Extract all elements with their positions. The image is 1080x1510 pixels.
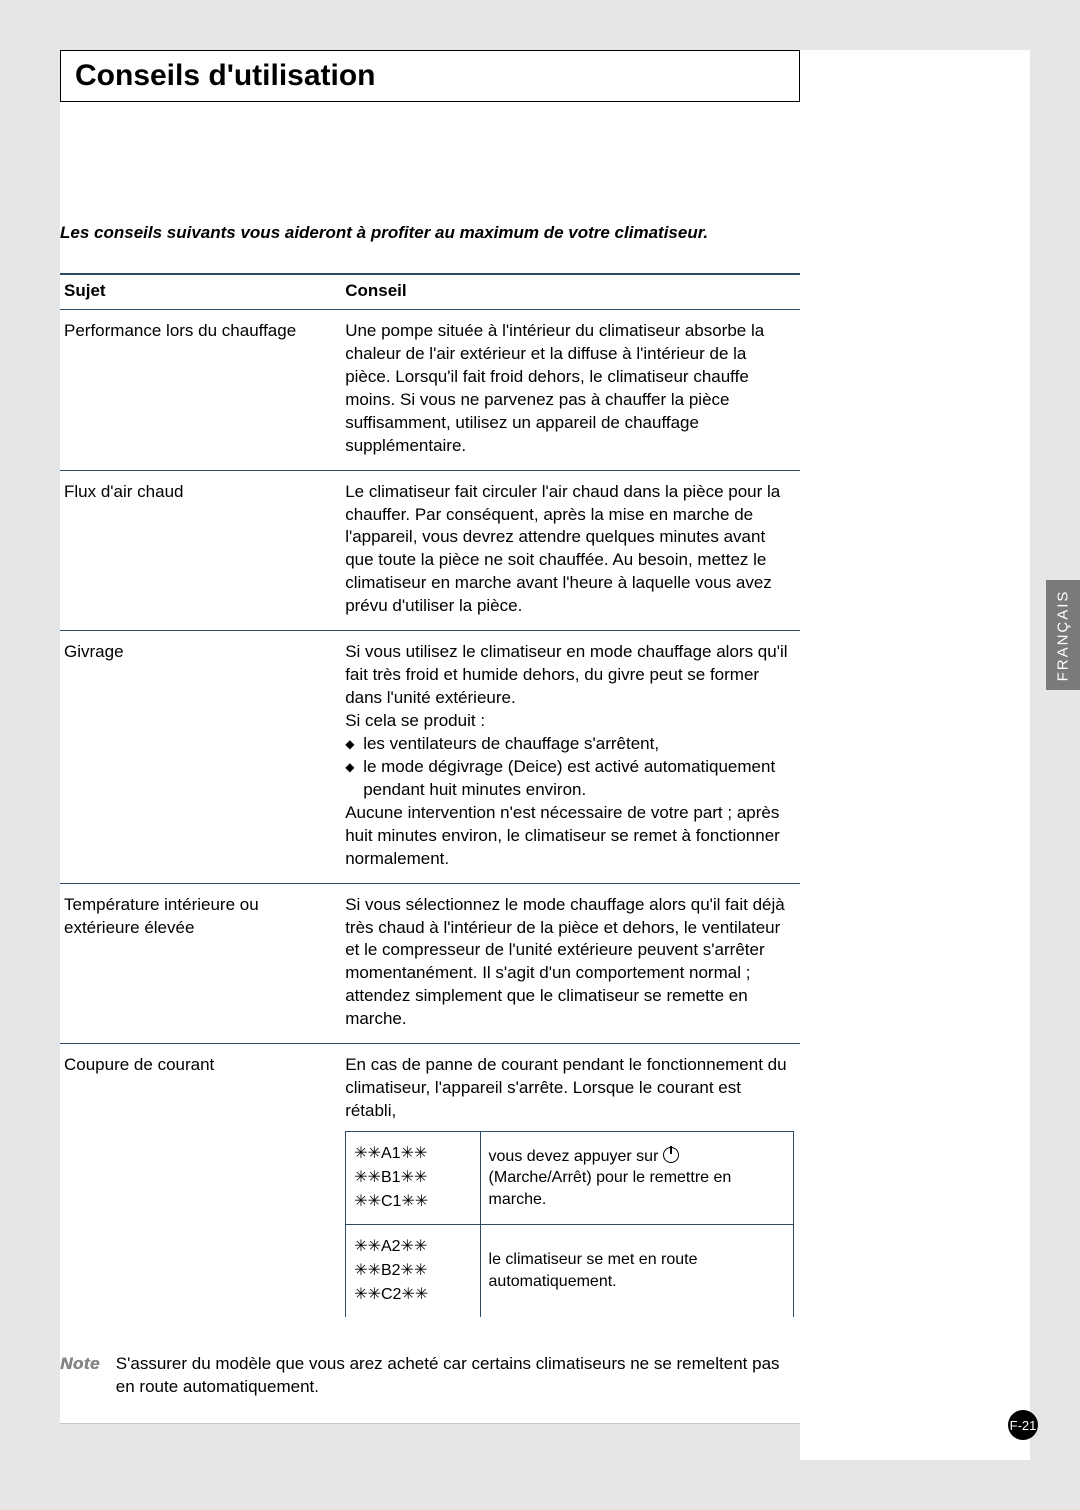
right-margin	[800, 50, 1030, 1460]
subject-cell: Température intérieure ou extérieure éle…	[60, 883, 341, 1044]
advice-cell: Si vous utilisez le climatiseur en mode …	[341, 631, 800, 883]
title-box: Conseils d'utilisation	[60, 50, 800, 102]
inner-text-cell: vous devez appuyer sur (Marche/Arrêt) po…	[480, 1132, 793, 1225]
col-subject: Sujet	[60, 274, 341, 310]
advice-cell: Si vous sélectionnez le mode chauffage a…	[341, 883, 800, 1044]
note-row: Note S'assurer du modèle que vous arez a…	[60, 1347, 800, 1424]
bullet-item: le mode dégivrage (Deice) est activé aut…	[345, 756, 794, 802]
page-content: Conseils d'utilisation Les conseils suiv…	[60, 50, 800, 1424]
codes-cell: ✳✳A2✳✳ ✳✳B2✳✳ ✳✳C2✳✳	[346, 1225, 480, 1318]
advice-post: Aucune intervention n'est nécessaire de …	[345, 803, 780, 868]
inner-table: ✳✳A1✳✳ ✳✳B1✳✳ ✳✳C1✳✳ vous devez appuyer …	[345, 1131, 794, 1317]
table-row: Flux d'air chaud Le climatiseur fait cir…	[60, 470, 800, 631]
power-icon	[663, 1147, 679, 1163]
language-tab: FRANÇAIS	[1046, 580, 1080, 690]
advice-text: En cas de panne de courant pendant le fo…	[345, 1055, 786, 1120]
advice-cell: En cas de panne de courant pendant le fo…	[341, 1044, 800, 1329]
advice-cell: Une pompe située à l'intérieur du climat…	[341, 309, 800, 470]
intro-text: Les conseils suivants vous aideront à pr…	[60, 222, 800, 245]
inner-pre: vous devez appuyer sur	[489, 1148, 663, 1165]
table-row: Givrage Si vous utilisez le climatiseur …	[60, 631, 800, 883]
advice-pre: Si vous utilisez le climatiseur en mode …	[345, 642, 787, 730]
inner-pre: le climatiseur se met en route automatiq…	[489, 1251, 698, 1290]
inner-text-cell: le climatiseur se met en route automatiq…	[480, 1225, 793, 1318]
page-number-badge: F-21	[1008, 1410, 1038, 1440]
advice-cell: Le climatiseur fait circuler l'air chaud…	[341, 470, 800, 631]
language-tab-label: FRANÇAIS	[1055, 589, 1072, 681]
codes-cell: ✳✳A1✳✳ ✳✳B1✳✳ ✳✳C1✳✳	[346, 1132, 480, 1225]
col-advice: Conseil	[341, 274, 800, 310]
bullet-item: les ventilateurs de chauffage s'arrêtent…	[345, 733, 794, 756]
page-number: F-21	[1010, 1418, 1037, 1433]
advice-table: Sujet Conseil Performance lors du chauff…	[60, 273, 800, 1329]
inner-row: ✳✳A2✳✳ ✳✳B2✳✳ ✳✳C2✳✳ le climatiseur se m…	[346, 1225, 794, 1318]
subject-cell: Performance lors du chauffage	[60, 309, 341, 470]
subject-cell: Givrage	[60, 631, 341, 883]
table-row: Performance lors du chauffage Une pompe …	[60, 309, 800, 470]
subject-cell: Flux d'air chaud	[60, 470, 341, 631]
inner-row: ✳✳A1✳✳ ✳✳B1✳✳ ✳✳C1✳✳ vous devez appuyer …	[346, 1132, 794, 1225]
subject-cell: Coupure de courant	[60, 1044, 341, 1329]
note-label: Note	[60, 1353, 100, 1399]
note-text: S'assurer du modèle que vous arez acheté…	[116, 1353, 800, 1399]
inner-post: (Marche/Arrêt) pour le remettre en march…	[489, 1169, 732, 1208]
table-row: Coupure de courant En cas de panne de co…	[60, 1044, 800, 1329]
table-row: Température intérieure ou extérieure éle…	[60, 883, 800, 1044]
page-title: Conseils d'utilisation	[75, 59, 785, 93]
bullet-list: les ventilateurs de chauffage s'arrêtent…	[345, 733, 794, 802]
